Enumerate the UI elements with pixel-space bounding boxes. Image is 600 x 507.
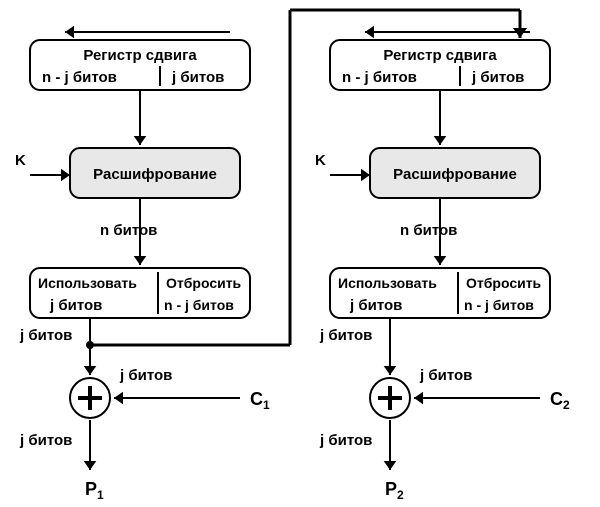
text-element: j битов bbox=[319, 432, 372, 449]
text-element: j битов bbox=[119, 367, 172, 384]
text-element: Использовать bbox=[338, 275, 437, 291]
text-element: n битов bbox=[400, 222, 457, 239]
text-element: Расшифрование bbox=[93, 166, 217, 183]
text-element: Отбросить bbox=[466, 275, 542, 291]
tspan-element: 1 bbox=[97, 488, 104, 502]
tspan-element: 2 bbox=[397, 488, 404, 502]
polygon-element bbox=[414, 392, 423, 405]
text-element: j битов bbox=[19, 432, 72, 449]
text-element: j битов bbox=[319, 327, 372, 344]
polygon-element bbox=[61, 169, 70, 182]
text-element: C1 bbox=[250, 389, 270, 412]
text-element: Расшифрование bbox=[393, 166, 517, 183]
text-element: Отбросить bbox=[166, 275, 242, 291]
text-element: Использовать bbox=[38, 275, 137, 291]
polygon-element bbox=[384, 461, 397, 470]
text-element: n - j битов bbox=[42, 69, 117, 86]
text-element: P1 bbox=[85, 479, 104, 502]
polygon-element bbox=[134, 136, 147, 145]
cfb-decryption-diagram: Регистр сдвига n - j битов j битов K Расшифр… bbox=[0, 0, 600, 507]
text-element: j битов bbox=[471, 69, 524, 86]
text-element: j битов bbox=[49, 297, 102, 314]
text-element: n битов bbox=[100, 222, 157, 239]
polygon-element bbox=[434, 256, 447, 265]
text-element: Регистр сдвига bbox=[83, 47, 197, 64]
text-element: j битов bbox=[19, 327, 72, 344]
polygon-element bbox=[365, 26, 374, 39]
text-element: n - j битов bbox=[164, 297, 234, 313]
tspan-element: 1 bbox=[263, 398, 270, 412]
tspan-element: 2 bbox=[563, 398, 570, 412]
polygon-element bbox=[361, 169, 370, 182]
text-element: K bbox=[15, 152, 26, 169]
text-element: j битов bbox=[171, 69, 224, 86]
polygon-element bbox=[84, 366, 97, 375]
text-element: K bbox=[315, 152, 326, 169]
polygon-element bbox=[134, 256, 147, 265]
polygon-element bbox=[384, 366, 397, 375]
text-element: n - j битов bbox=[342, 69, 417, 86]
polygon-element bbox=[114, 392, 123, 405]
text-element: n - j битов bbox=[464, 297, 534, 313]
polygon-element bbox=[65, 26, 74, 39]
text-element: P2 bbox=[385, 479, 404, 502]
text-element: j битов bbox=[349, 297, 402, 314]
polygon-element bbox=[434, 136, 447, 145]
text-element: C2 bbox=[550, 389, 570, 412]
text-element: j битов bbox=[419, 367, 472, 384]
text-element: Регистр сдвига bbox=[383, 47, 497, 64]
polygon-element bbox=[84, 461, 97, 470]
